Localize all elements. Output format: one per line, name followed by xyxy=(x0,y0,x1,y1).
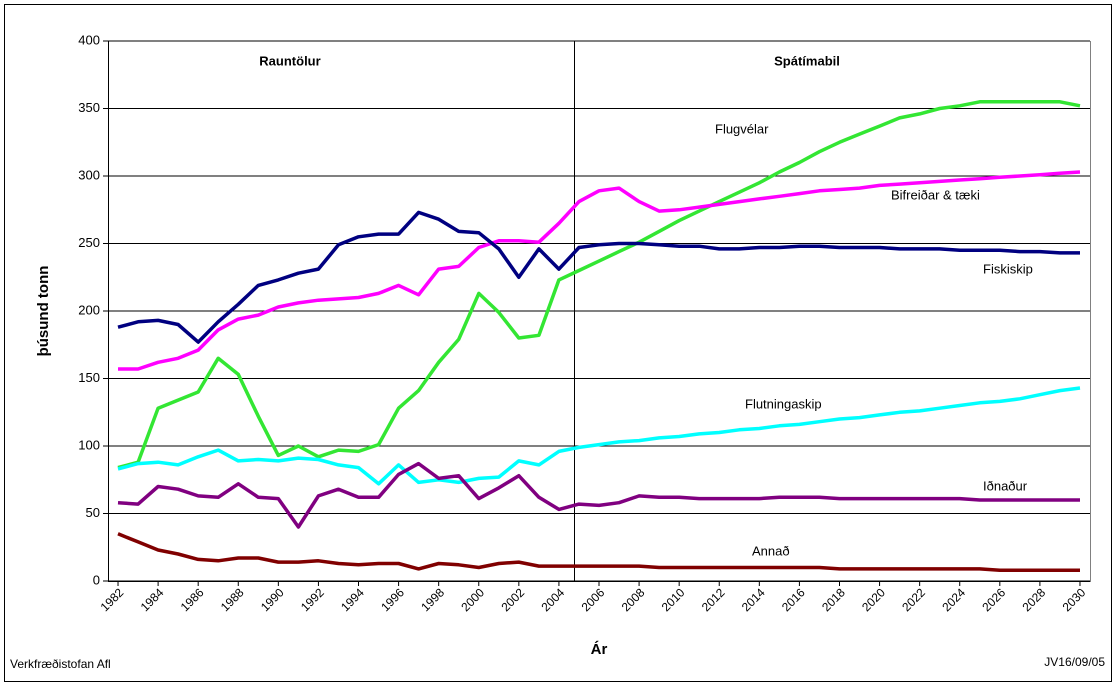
y-tick-label: 200 xyxy=(78,302,100,317)
series-line xyxy=(117,461,1080,529)
series-line xyxy=(118,170,1081,371)
y-tick-label: 150 xyxy=(78,370,100,385)
y-tick-label: 0 xyxy=(93,572,100,587)
y-tick-label: 300 xyxy=(78,167,100,182)
code-note: JV16/09/05 xyxy=(1044,655,1105,669)
series-line xyxy=(117,210,1080,344)
y-tick-label: 400 xyxy=(78,32,100,47)
series-line xyxy=(117,532,1080,572)
series-label: Bifreiðar & tæki xyxy=(891,187,980,202)
source-note: Verkfræðistofan Afl xyxy=(10,657,111,671)
series-label: Flugvélar xyxy=(715,121,769,136)
series-line xyxy=(117,100,1081,470)
series-label: Annað xyxy=(752,543,790,558)
series-line xyxy=(117,386,1081,486)
y-axis-label: þúsund tonn xyxy=(35,266,52,357)
y-tick-label: 350 xyxy=(78,100,100,115)
series-label: Fiskiskip xyxy=(983,261,1033,276)
y-tick-label: 50 xyxy=(86,505,100,520)
x-axis-label: Ár xyxy=(591,641,608,658)
period-label: Spátímabil xyxy=(774,53,840,68)
period-label: Rauntölur xyxy=(259,53,320,68)
y-tick-label: 100 xyxy=(78,437,100,452)
series-label: Flutningaskip xyxy=(745,396,822,411)
series-label: Iðnaður xyxy=(983,478,1028,493)
y-tick-label: 250 xyxy=(78,235,100,250)
